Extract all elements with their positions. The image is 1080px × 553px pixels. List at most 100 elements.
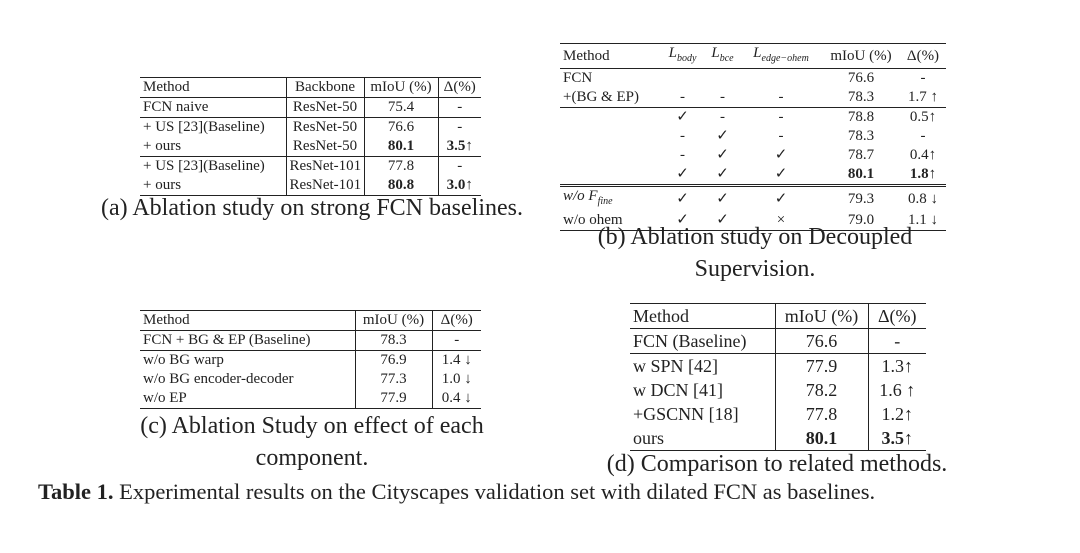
header-cell: mIoU (%) xyxy=(364,77,439,98)
cell: w/o EP xyxy=(140,389,356,409)
table-row: ✓ - - 78.8 0.5↑ xyxy=(560,108,946,128)
table-row: + ours ResNet-50 80.1 3.5↑ xyxy=(140,137,481,157)
cell: w SPN [42] xyxy=(630,353,776,378)
cell: - xyxy=(720,109,725,125)
cell: 80.1 xyxy=(822,165,900,187)
cell: ResNet-50 xyxy=(286,97,365,118)
cell: 3.0↑ xyxy=(438,176,481,196)
cell: 78.3 xyxy=(355,330,433,351)
cell-sub: fine xyxy=(597,196,613,207)
cell: 80.8 xyxy=(364,176,439,196)
cell: 76.6 xyxy=(847,70,875,86)
cell: w/o BG encoder-decoder xyxy=(140,370,356,389)
cell: w/o Ffine xyxy=(560,186,660,212)
cell: - xyxy=(740,88,822,108)
cell: + ours xyxy=(140,137,287,157)
table-row: FCN + BG & EP (Baseline) 78.3- xyxy=(140,330,481,351)
cell: 78.7 xyxy=(847,147,875,163)
table-row: w/o BG encoder-decoder 77.3 1.0 ↓ xyxy=(140,370,481,389)
table-row: ours 80.1 3.5↑ xyxy=(630,426,926,451)
caption-label: Table 1. xyxy=(38,479,114,504)
cell: - xyxy=(920,128,926,144)
header-cell: Backbone xyxy=(286,77,365,98)
table-row: + US [23](Baseline) ResNet-101 77.8 - xyxy=(140,156,481,176)
table-row: w/o ohem ✓ ✓ × 79.0 1.1 ↓ xyxy=(560,211,946,231)
header-cell: Δ(%) xyxy=(868,303,926,329)
header-cell: Method xyxy=(140,77,287,98)
cell: 77.9 xyxy=(355,389,433,409)
cell: ✓ xyxy=(676,109,689,125)
cell: 1.1 ↓ xyxy=(900,211,946,231)
cell: + US [23](Baseline) xyxy=(140,156,287,176)
cell: - xyxy=(438,97,481,118)
cell: 76.9 xyxy=(355,350,433,370)
cell: ✓ xyxy=(716,190,729,207)
cell: ✓ xyxy=(774,147,788,163)
table-row: FCN naive ResNet-50 75.4- xyxy=(140,97,481,118)
cell: ✓ xyxy=(705,165,740,187)
cell: 1.7 ↑ xyxy=(900,88,946,108)
cell: 78.2 xyxy=(775,378,869,402)
cell: 79.0 xyxy=(822,211,900,231)
cell-sub: edge−ohem xyxy=(761,53,809,64)
table-row: - ✓ ✓ 78.7 0.4↑ xyxy=(560,146,946,165)
table-row: - ✓ - 78.3 - xyxy=(560,127,946,146)
cell: 77.8 xyxy=(364,156,439,176)
cell: ✓ xyxy=(676,190,689,207)
table-row: FCN 76.6 - xyxy=(560,69,946,89)
cell-sub: bce xyxy=(719,53,734,64)
header-cell: Method xyxy=(560,43,660,69)
cell: 80.1 xyxy=(775,426,869,451)
cell: 1.0 ↓ xyxy=(441,371,472,387)
cell: w DCN [41] xyxy=(630,378,776,402)
cell: ✓ xyxy=(660,211,705,231)
cell: 0.4↑ xyxy=(909,147,937,163)
cell: ✓ xyxy=(774,190,788,207)
cell: 76.6 xyxy=(364,117,439,137)
header-row: Method Backbone mIoU (%) Δ(%) xyxy=(140,77,481,98)
cell: 76.6 xyxy=(775,328,869,354)
table-c: Method mIoU (%) Δ(%) FCN + BG & EP (Baselin… xyxy=(140,310,481,409)
main-caption: Table 1. Experimental results on the Cit… xyxy=(38,476,1060,508)
cell xyxy=(560,146,660,165)
cell: FCN + BG & EP (Baseline) xyxy=(140,330,356,351)
caption-text: Experimental results on the Cityscapes v… xyxy=(119,479,876,504)
cell: - xyxy=(920,70,926,86)
cell xyxy=(705,69,740,89)
cell: 3.5↑ xyxy=(438,137,481,157)
cell: 1.6 ↑ xyxy=(879,380,916,400)
header-cell: mIoU (%) xyxy=(355,310,433,331)
cell: w/o BG warp xyxy=(140,350,356,370)
cell: - xyxy=(680,128,685,144)
cell xyxy=(740,69,822,89)
header-row: Method mIoU (%) Δ(%) xyxy=(630,303,926,329)
header-row: Method Lbody Lbce Ledge−ohem mIoU (%) Δ(%) xyxy=(560,43,946,69)
cell: + US [23](Baseline) xyxy=(140,117,287,137)
cell: × xyxy=(740,211,822,231)
cell: ✓ xyxy=(740,165,822,187)
cell: + ours xyxy=(140,176,287,196)
cell: - xyxy=(705,88,740,108)
cell: ✓ xyxy=(660,165,705,187)
header-cell: Lbody xyxy=(660,43,705,69)
table-b: Method Lbody Lbce Ledge−ohem mIoU (%) Δ(%) FCN… xyxy=(560,43,946,231)
cell: ResNet-50 xyxy=(286,137,365,157)
header-cell: mIoU (%) xyxy=(775,303,869,329)
cell: ResNet-101 xyxy=(286,156,365,176)
cell: - xyxy=(432,330,481,351)
cell xyxy=(660,69,705,89)
cell-text: L xyxy=(711,45,720,61)
caption-a: (a) Ablation study on strong FCN baselin… xyxy=(101,195,523,221)
header-cell: Δ(%) xyxy=(432,310,481,331)
cell: 0.5↑ xyxy=(909,109,937,125)
cell: 77.9 xyxy=(775,353,869,378)
cell: 77.8 xyxy=(775,402,869,426)
cell: ResNet-101 xyxy=(286,176,365,196)
cell xyxy=(560,165,660,187)
cell: FCN naive xyxy=(140,97,287,118)
cell: +(BG & EP) xyxy=(560,88,660,108)
table-row: w/o EP 77.9 0.4 ↓ xyxy=(140,389,481,409)
cell: ✓ xyxy=(716,147,729,163)
cell-text: w/o F xyxy=(563,188,598,204)
cell: - xyxy=(868,328,926,354)
